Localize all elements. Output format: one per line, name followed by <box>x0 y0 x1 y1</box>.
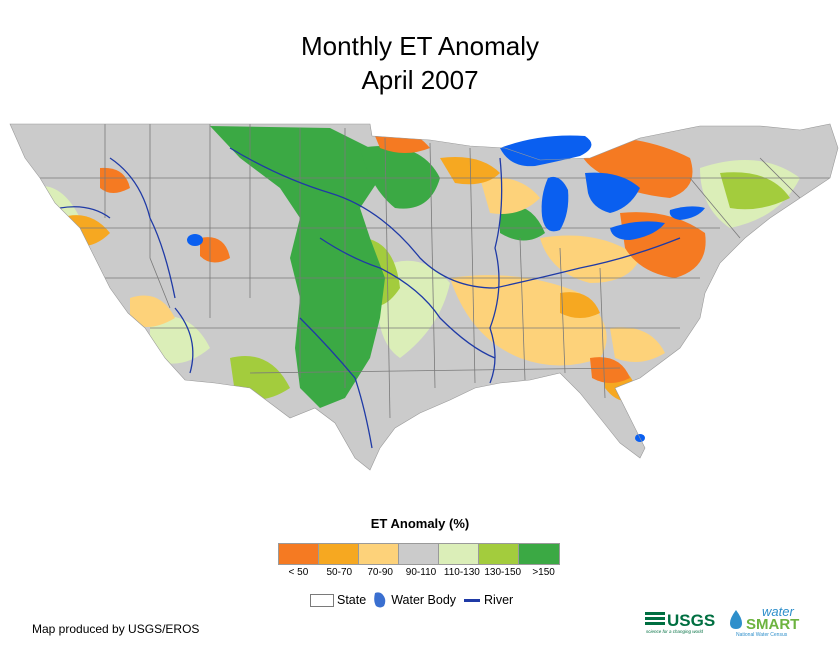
svg-text:science for a changing world: science for a changing world <box>646 629 704 634</box>
svg-text:National Water Census: National Water Census <box>736 632 788 638</box>
legend-label: 90-110 <box>405 567 437 578</box>
state-symbol-icon <box>310 593 334 607</box>
svg-text:water: water <box>762 604 794 619</box>
lake-michigan <box>541 176 569 232</box>
lake-superior <box>500 135 592 167</box>
legend-state-label: State <box>337 593 367 607</box>
great-salt-lake <box>187 234 203 246</box>
legend-water-body-label: Water Body <box>391 593 457 607</box>
water-bodies <box>187 135 705 442</box>
legend-river-label: River <box>484 593 514 607</box>
legend-label: 110-130 <box>443 567 480 578</box>
river-symbol-icon <box>464 598 481 602</box>
rivers <box>59 147 681 449</box>
map-title: Monthly ET Anomaly <box>301 31 539 61</box>
legend-label: 70-90 <box>367 567 393 578</box>
water-body-icon <box>374 592 386 608</box>
legend-symbols: State Water Body River <box>310 591 513 609</box>
legend-title: ET Anomaly (%) <box>370 516 470 531</box>
legend-label: >150 <box>532 567 555 578</box>
usgs-logo: USGS science for a changing world <box>645 611 715 634</box>
map-credit: Map produced by USGS/EROS <box>32 622 200 636</box>
legend-label: < 50 <box>288 567 309 578</box>
svg-text:SMART: SMART <box>746 616 799 633</box>
svg-text:USGS: USGS <box>667 611 715 630</box>
legend-swatch-over-150 <box>519 544 559 564</box>
legend-swatch-under-50 <box>279 544 319 564</box>
legend-labels: < 50 50-70 70-90 90-110 110-130 130-150 … <box>278 567 564 578</box>
water-drop-icon <box>730 610 742 629</box>
legend-swatch-130-150 <box>479 544 519 564</box>
legend-label: 130-150 <box>484 567 522 578</box>
legend-label: 50-70 <box>326 567 353 578</box>
et-anomaly-map <box>9 123 839 471</box>
legend-swatch-70-90 <box>359 544 399 564</box>
legend-swatch-90-110 <box>399 544 439 564</box>
watersmart-logo: water SMART National Water Census <box>730 604 799 638</box>
lake-ontario <box>669 206 705 220</box>
map-subtitle-date: April 2007 <box>361 65 479 95</box>
lake-erie <box>610 221 665 240</box>
legend-color-ramp <box>278 543 560 565</box>
legend-swatch-110-130 <box>439 544 479 564</box>
legend-swatch-50-70 <box>319 544 359 564</box>
state-boundaries <box>20 124 838 419</box>
lake-huron <box>585 172 640 213</box>
